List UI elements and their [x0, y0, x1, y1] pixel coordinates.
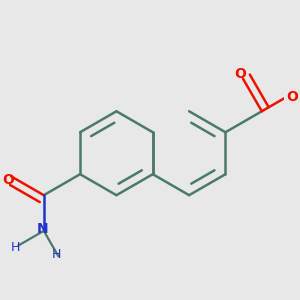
Text: N: N	[36, 222, 48, 236]
Text: O: O	[235, 68, 246, 81]
Text: O: O	[287, 90, 298, 104]
Text: H: H	[11, 241, 20, 254]
Text: H: H	[52, 248, 62, 261]
Text: O: O	[3, 172, 15, 187]
